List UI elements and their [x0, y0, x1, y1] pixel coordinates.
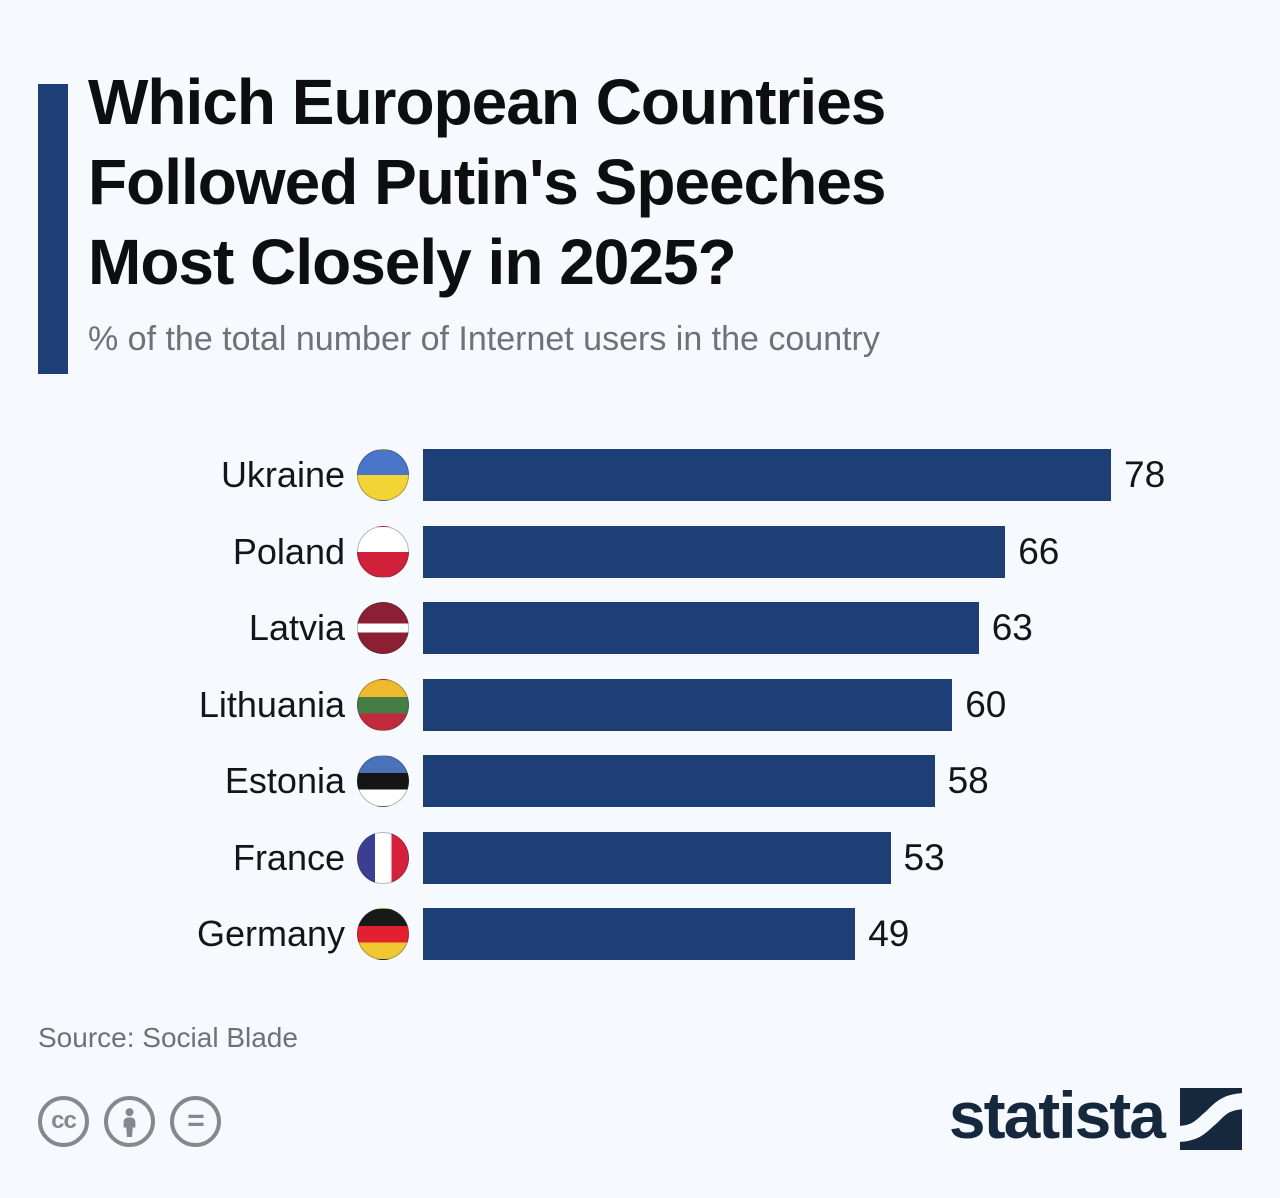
statista-logo-text: statista: [948, 1078, 1166, 1152]
country-label: Ukraine: [220, 454, 345, 495]
france-flag-icon: [357, 831, 409, 884]
cc-by-icon[interactable]: [104, 1096, 155, 1147]
germany-flag-icon: [357, 908, 409, 960]
value-label: 58: [947, 760, 989, 801]
bar-track: 53: [423, 831, 1242, 884]
value-label: 53: [903, 836, 945, 878]
cc-icon[interactable]: cc: [38, 1096, 89, 1147]
bar-track: 66: [423, 525, 1242, 578]
bar-fill: [423, 755, 935, 807]
estonia-flag-icon: [357, 755, 409, 807]
source-note: Source: Social Blade: [38, 1022, 298, 1053]
bar-fill: [423, 831, 891, 884]
value-label: 49: [868, 913, 910, 954]
person-glyph: [123, 1107, 136, 1137]
country-label: Estonia: [224, 760, 345, 801]
title-line-2: Followed Putin's Speeches: [88, 146, 887, 218]
bar-chart-row: Ukraine 78: [38, 449, 1242, 501]
country-label: Poland: [232, 530, 345, 572]
cc-nd-icon[interactable]: =: [170, 1096, 221, 1147]
statista-logo[interactable]: statista: [949, 1082, 1242, 1150]
bar-chart-row: Poland 66: [38, 525, 1242, 578]
bar-fill: [423, 678, 953, 731]
value-label: 78: [1124, 454, 1166, 495]
bar-track: 60: [423, 678, 1242, 731]
bar-track: 78: [423, 449, 1242, 501]
bar-fill: [423, 908, 856, 960]
bar-track: 63: [423, 602, 1242, 654]
country-label: France: [232, 836, 345, 878]
bar-fill: [423, 602, 979, 654]
ukraine-flag-icon: [357, 449, 409, 501]
page-title: Which European Countries Followed Putin'…: [88, 62, 1188, 302]
value-label: 63: [991, 607, 1033, 648]
title-accent-bar: [38, 84, 68, 374]
equals-glyph: =: [187, 1103, 205, 1137]
bar-fill: [423, 525, 1006, 578]
bar-track: 58: [423, 755, 1242, 807]
header: Which European Countries Followed Putin'…: [88, 62, 1188, 359]
country-label: Latvia: [248, 607, 345, 648]
bar-chart-row: France 53: [38, 831, 1242, 884]
country-label: Lithuania: [198, 683, 345, 725]
title-line-3: Most Closely in 2025?: [88, 226, 737, 298]
bar-chart-row: Lithuania 60: [38, 678, 1242, 731]
latvia-flag-icon: [357, 602, 409, 654]
value-label: 60: [965, 683, 1007, 725]
bar-chart-row: Germany 49: [38, 908, 1242, 960]
title-line-1: Which European Countries: [88, 66, 886, 138]
bar-track: 49: [423, 908, 1242, 960]
bar-chart-row: Estonia 58: [38, 755, 1242, 807]
license-icons: cc =: [38, 1096, 221, 1147]
country-label: Germany: [196, 913, 345, 954]
poland-flag-icon: [357, 525, 409, 578]
bar-chart-row: Latvia 63: [38, 602, 1242, 654]
value-label: 66: [1018, 530, 1060, 572]
cc-glyph: cc: [51, 1106, 77, 1134]
statista-wave-icon: [1180, 1088, 1242, 1150]
chart-subtitle: % of the total number of Internet users …: [88, 320, 880, 358]
bar-fill: [423, 449, 1111, 501]
lithuania-flag-icon: [357, 678, 409, 731]
bar-chart: Ukraine 78 Poland 66 Latvia 63 Lithuania…: [38, 449, 1242, 960]
